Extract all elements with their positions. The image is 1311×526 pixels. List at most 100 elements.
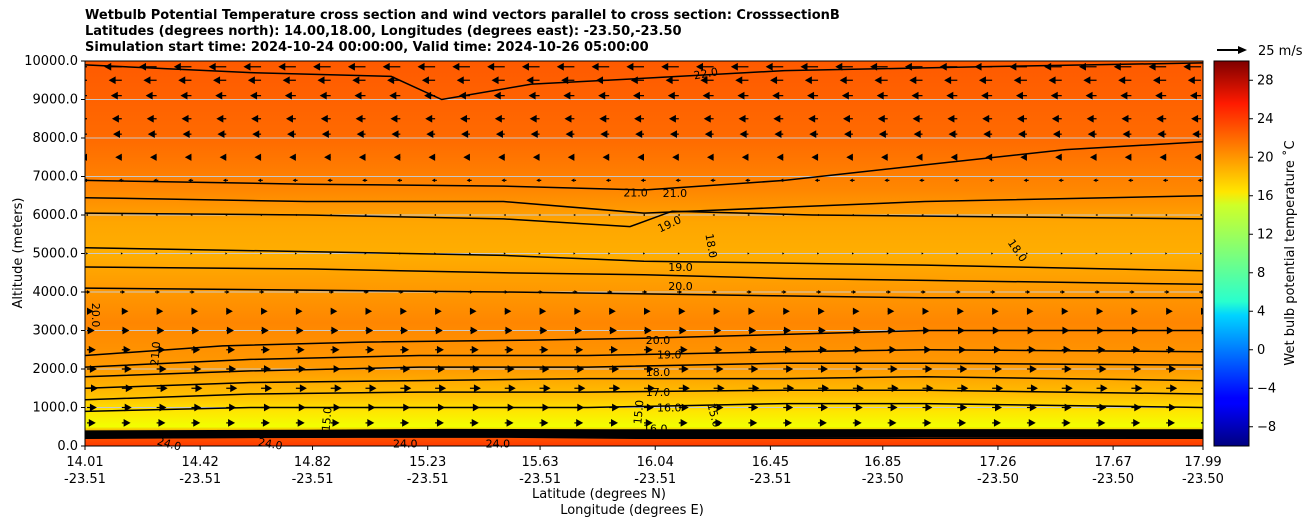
wind-vector-head [471,419,479,427]
wind-vector-head [463,153,470,161]
wind-vector-head [680,419,688,427]
wind-vector-head [665,76,673,85]
wind-vector-head [399,213,402,217]
wind-vector-head [1169,365,1177,373]
wind-vector-head [542,403,550,412]
wind-vector-head [330,307,338,315]
wind-vector-head [317,76,325,85]
wind-vector-head [159,403,167,412]
wind-vector-head [944,76,952,85]
wind-vector-head [178,76,186,85]
wind-vector-head [925,365,933,373]
wind-vector-head [645,345,653,354]
wind-vector-head [157,326,165,335]
wind-vector-head [818,326,826,335]
wind-vector-head [284,91,292,100]
wind-vector-head [750,419,758,427]
wind-vector-head [366,326,374,335]
wind-vector-head [158,419,166,427]
wind-vector-head [294,213,297,217]
wind-vector-head [257,178,262,183]
wind-vector-head [150,153,157,161]
wind-vector-head [887,307,895,315]
wind-vector-head [1134,365,1142,373]
wind-vector-head [215,91,223,100]
contour-line [85,402,1203,413]
wind-vector-head [160,384,168,393]
contour-label: 20.0 [89,303,102,328]
wind-vector-head [181,114,189,123]
wind-vector-head [108,76,116,85]
wind-vector-head [747,213,750,217]
x-tick-label-lat: 17.99 [1184,455,1221,470]
wind-vector-head [426,130,434,138]
wind-vector-head [878,130,886,138]
wind-vector-head [250,91,258,100]
wind-vector-head [785,419,793,427]
wind-vector-head [1187,76,1195,85]
wind-vector-head [637,153,644,161]
wind-vector-head [225,252,228,255]
wind-vector-head [1148,62,1156,71]
surface-contour-line [85,433,1203,437]
x-tick-label-lat: 14.42 [182,455,219,470]
wind-vector-head [1025,213,1028,217]
wind-vector-head [804,76,812,85]
wind-vector-head [578,384,586,393]
x-tick-label-lat: 15.63 [521,455,558,470]
wind-vector-head [333,365,341,373]
wind-vector-head [891,384,899,393]
wind-vector-head [915,153,923,161]
wind-vector-head [391,130,399,138]
wind-vector-head [715,419,723,427]
wind-vector-head [978,76,986,85]
wind-vector-head [741,153,749,161]
wind-vector-head [87,326,95,335]
colorbar-tick-label: 8 [1257,266,1265,281]
wind-vector-head [954,178,958,183]
wind-vector-head [190,252,193,255]
wind-vector-head [609,290,613,294]
colorbar-tick-label: 12 [1257,227,1274,242]
wind-vector-head [435,290,439,294]
wind-vector-head [1096,290,1100,294]
wind-vector-head [1020,153,1027,161]
wind-vector-head [960,403,968,412]
contour-line [85,329,1203,357]
wind-vector-head [1089,153,1097,161]
wind-vector-head [503,252,506,255]
wind-vector-head [85,153,87,161]
contour-label: 21.0 [623,187,648,200]
wind-vector-head [1165,252,1168,255]
wind-vector-head [714,326,722,335]
surface-contour-line [85,434,1203,438]
wind-vector-head [403,365,411,373]
wind-vector-head [182,130,190,138]
wind-vector-head [1118,76,1126,85]
contour-line [85,141,1203,191]
wind-vector-head [1134,403,1142,412]
wind-vector-head [988,178,993,183]
wind-vector-head [703,114,711,123]
x-tick-label-lon: -23.51 [64,472,106,487]
wind-vector-head [259,213,262,217]
wind-vector-head [87,307,94,315]
wind-vector-head [785,345,793,354]
wind-vector-head [608,252,611,255]
wind-vector-head [469,252,472,255]
wind-vector-head [704,130,712,138]
wind-vector-head [365,290,369,294]
wind-vector-head [226,326,234,335]
wind-vector-head [995,403,1003,412]
wind-vector-head [538,252,541,255]
wind-vector-head [668,114,676,123]
wind-vector-head [122,326,130,335]
wind-vector-head [147,130,155,138]
wind-vector-head [820,365,828,373]
wind-vector-head [707,153,714,161]
wind-vector-head [104,62,112,71]
wind-vector-head [881,153,888,161]
wind-vector-head [909,76,917,85]
wind-vector-head [262,345,270,354]
wind-vector-head [1131,290,1135,294]
